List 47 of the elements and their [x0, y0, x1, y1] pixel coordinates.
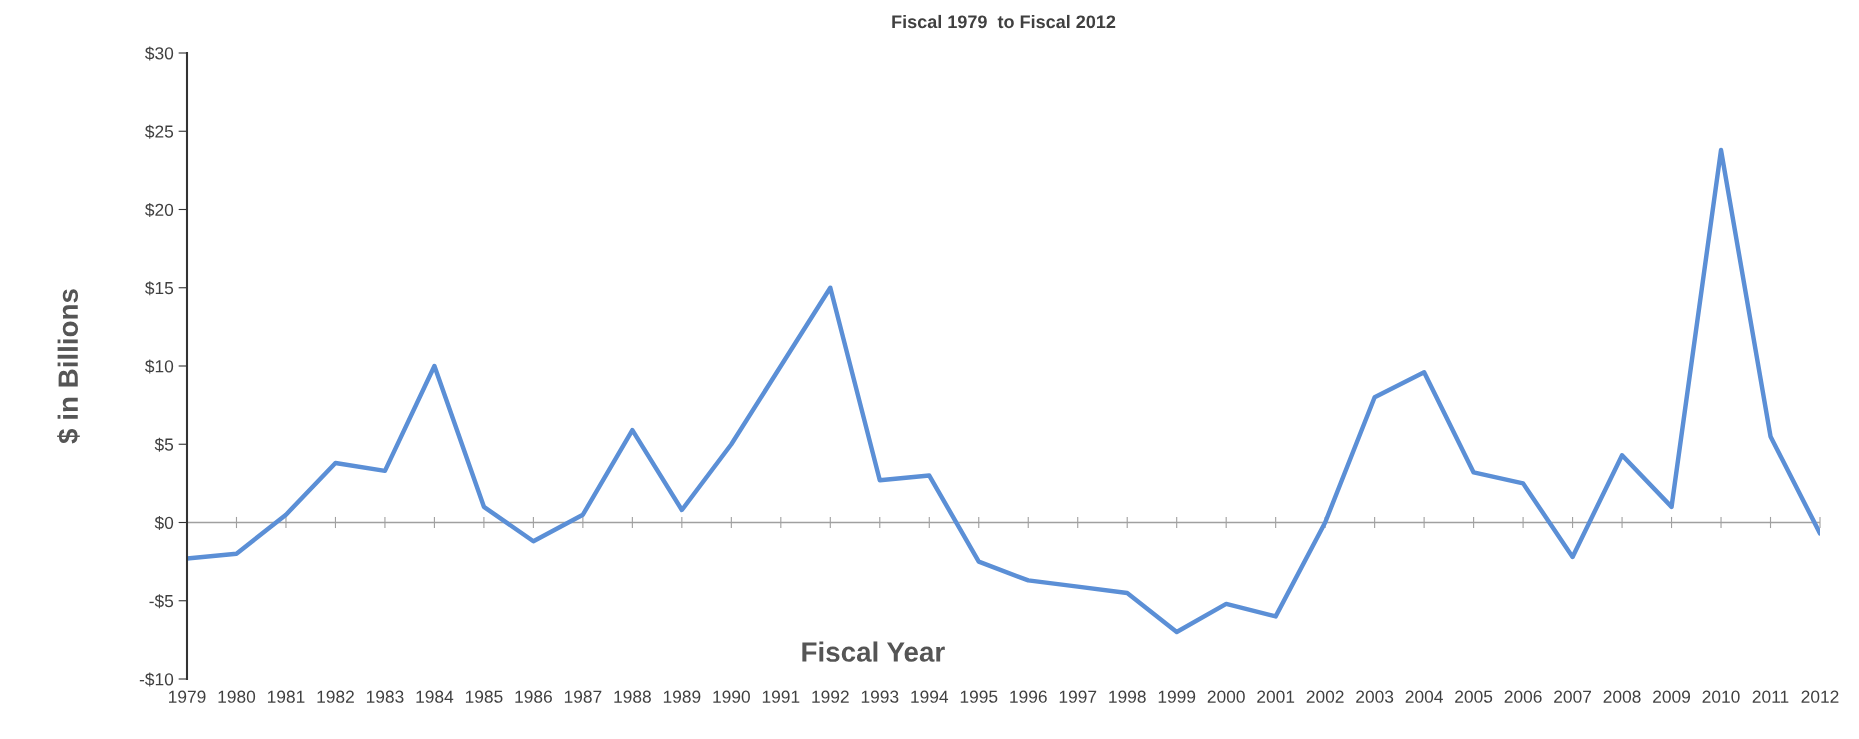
- x-tick-label: 1982: [317, 690, 354, 703]
- x-tick-label: 2009: [1653, 690, 1691, 703]
- y-tick-label: -$10: [139, 672, 174, 687]
- x-tick-label: 1983: [366, 690, 404, 703]
- x-tick-label: 1999: [1158, 690, 1196, 703]
- x-tick-label: 1986: [515, 690, 552, 703]
- x-tick-label: 1984: [416, 690, 454, 703]
- y-tick-label: $10: [145, 359, 174, 374]
- y-tick-label: -$5: [149, 594, 174, 609]
- x-tick-label: 1997: [1059, 690, 1097, 703]
- x-tick-label: 1994: [911, 690, 949, 703]
- x-tick-label: 2002: [1306, 690, 1344, 703]
- x-tick-label: 1988: [614, 690, 651, 703]
- y-axis-title: $ in Billions: [57, 289, 80, 444]
- line-series: [187, 147, 1820, 635]
- chart-title: Fiscal 1979 to Fiscal 2012: [892, 14, 1116, 29]
- x-tick-label: 2000: [1207, 690, 1245, 703]
- x-tick-label: 2001: [1257, 690, 1295, 703]
- x-axis-title: Fiscal Year: [802, 641, 945, 662]
- x-tick-label: 2005: [1455, 690, 1493, 703]
- x-tick-label: 2010: [1702, 690, 1740, 703]
- x-tick-label: 2003: [1356, 690, 1394, 703]
- x-tick-label: 1985: [465, 690, 503, 703]
- x-tick-label: 1993: [861, 690, 899, 703]
- x-tick-label: 1981: [267, 690, 305, 703]
- y-tick-label: $5: [154, 437, 174, 452]
- x-tick-label: 1979: [169, 690, 206, 703]
- x-tick-label: 2012: [1801, 690, 1839, 703]
- y-tick-label: $0: [154, 515, 174, 530]
- x-tick-label: 1990: [713, 690, 750, 703]
- y-tick-label: $20: [145, 202, 174, 217]
- x-tick-label: 1995: [960, 690, 998, 703]
- x-tick-label: 2006: [1504, 690, 1542, 703]
- y-tick-label: $30: [145, 46, 174, 61]
- x-tick-label: 1987: [564, 690, 602, 703]
- x-tick-label: 1998: [1109, 690, 1146, 703]
- x-tick-label: 1989: [663, 690, 701, 703]
- x-tick-label: 1980: [218, 690, 256, 703]
- x-tick-label: 1992: [812, 690, 849, 703]
- x-tick-label: 2008: [1603, 690, 1641, 703]
- y-tick-label: $15: [145, 281, 174, 296]
- x-tick-label: 1996: [1010, 690, 1047, 703]
- x-tick-label: 2011: [1752, 690, 1789, 703]
- x-tick-label: 2007: [1554, 690, 1592, 703]
- x-tick-label: 1991: [762, 690, 800, 703]
- x-tick-label: 2004: [1405, 690, 1443, 703]
- y-tick-label: $25: [145, 124, 174, 139]
